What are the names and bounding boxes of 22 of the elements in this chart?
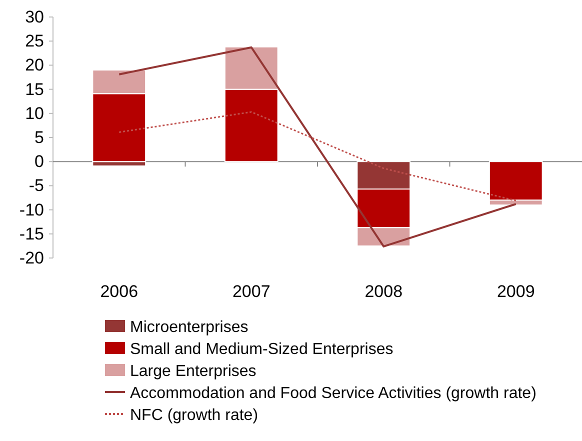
y-tick-label: -20 bbox=[19, 248, 44, 268]
y-tick-label: -15 bbox=[19, 224, 44, 244]
x-tick-label: 2009 bbox=[496, 282, 535, 301]
line-series bbox=[118, 46, 517, 248]
legend-label: NFC (growth rate) bbox=[130, 407, 258, 424]
y-tick-label: 20 bbox=[25, 56, 44, 75]
line-series bbox=[118, 111, 517, 202]
x-tick-label: 2007 bbox=[232, 282, 270, 301]
x-tick-label: 2006 bbox=[100, 282, 138, 301]
y-tick-label: -10 bbox=[19, 200, 44, 220]
legend-label: Microenterprises bbox=[130, 319, 248, 336]
y-tick-label: -5 bbox=[28, 176, 44, 196]
legend-label: Large Enterprises bbox=[130, 363, 256, 380]
x-tick-label: 2008 bbox=[364, 282, 403, 301]
y-tick-label: 10 bbox=[25, 104, 44, 123]
legend-label: Accommodation and Food Service Activities (growth rate) bbox=[130, 385, 536, 402]
y-tick-label: 15 bbox=[25, 80, 44, 99]
y-tick-label: 30 bbox=[25, 7, 44, 26]
y-tick-label: 25 bbox=[25, 32, 44, 51]
y-tick-label: 5 bbox=[34, 128, 44, 147]
legend-label: Small and Medium-Sized Enterprises bbox=[130, 341, 394, 358]
y-tick-label: 0 bbox=[34, 152, 44, 172]
